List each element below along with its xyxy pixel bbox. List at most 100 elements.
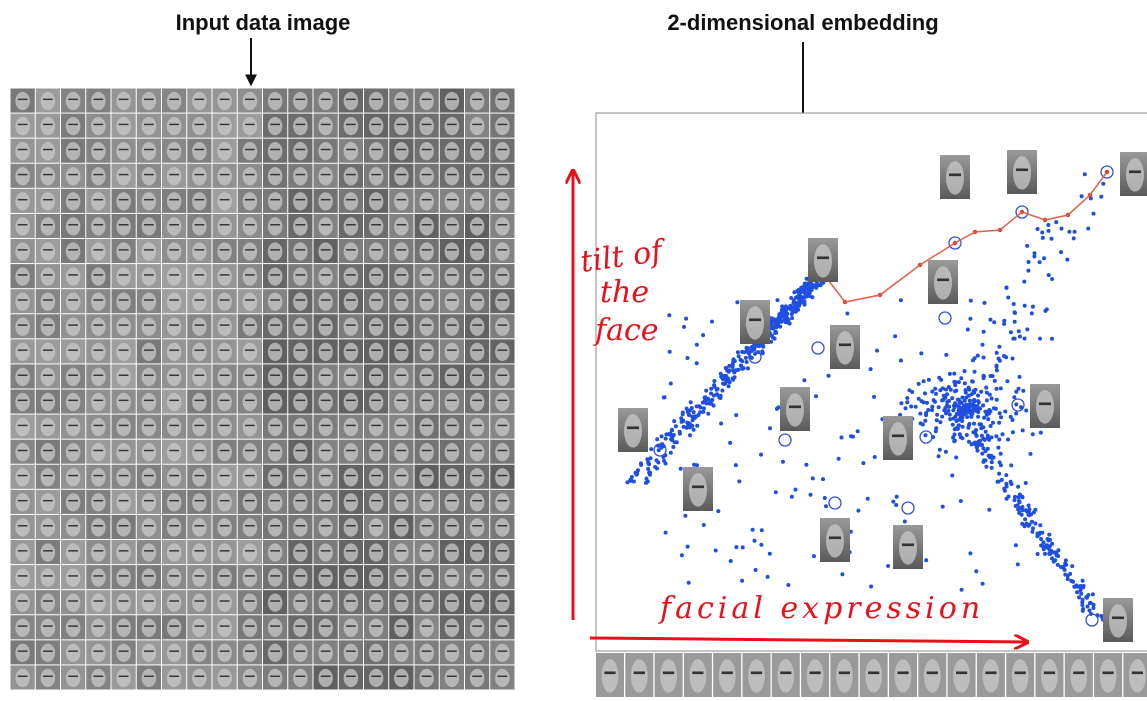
eyes [296, 299, 306, 300]
face [394, 117, 409, 135]
face [142, 192, 157, 210]
face [624, 414, 642, 447]
point [797, 304, 801, 308]
point [702, 406, 706, 410]
eyes [245, 575, 255, 576]
point [1011, 430, 1015, 434]
face [91, 644, 106, 662]
eyes [220, 349, 230, 350]
eyes [296, 375, 306, 376]
point [655, 467, 659, 471]
face [1070, 659, 1087, 692]
face [445, 669, 460, 687]
point [770, 334, 774, 338]
face [91, 669, 106, 687]
face [495, 568, 510, 586]
eyes [18, 600, 28, 601]
eyes [397, 425, 407, 426]
face [15, 343, 30, 361]
eyes [195, 249, 205, 250]
eyes [397, 174, 407, 175]
point [716, 387, 720, 391]
eyes [43, 199, 53, 200]
face [217, 518, 232, 536]
face [192, 217, 207, 235]
eyes [195, 500, 205, 501]
figure: Input data image 2-dimensional embedding… [0, 0, 1147, 701]
point [997, 345, 1001, 349]
face [142, 242, 157, 260]
point [780, 313, 784, 317]
face [344, 368, 359, 386]
face [243, 493, 258, 511]
point [664, 432, 668, 436]
face [192, 568, 207, 586]
point [664, 462, 668, 466]
point [727, 384, 731, 388]
face [217, 368, 232, 386]
face [15, 92, 30, 110]
point [933, 387, 937, 391]
eyes [498, 425, 508, 426]
point [904, 406, 908, 410]
eyes [1132, 671, 1143, 674]
point [815, 283, 819, 287]
point [692, 410, 696, 414]
point [704, 389, 708, 393]
eyes [447, 550, 457, 551]
point [976, 399, 980, 403]
eyes [68, 475, 78, 476]
eyes [371, 525, 381, 526]
eyes [18, 99, 28, 100]
point [735, 300, 739, 304]
eyes [498, 149, 508, 150]
point [923, 391, 927, 395]
face [419, 543, 434, 561]
eyes [371, 299, 381, 300]
eyes [119, 299, 129, 300]
face [293, 142, 308, 160]
face [268, 568, 283, 586]
face [167, 543, 182, 561]
eyes [68, 400, 78, 401]
face [167, 117, 182, 135]
eyes [1039, 402, 1051, 405]
face [41, 142, 56, 160]
point [923, 419, 927, 423]
face [293, 293, 308, 311]
point [926, 408, 930, 412]
point [679, 416, 683, 420]
point [1075, 590, 1079, 594]
face [495, 619, 510, 637]
eyes [472, 324, 482, 325]
face [142, 167, 157, 185]
eyes [245, 600, 255, 601]
face [470, 669, 485, 687]
point [976, 415, 980, 419]
eyes [447, 525, 457, 526]
face [116, 619, 131, 637]
eyes [169, 249, 179, 250]
point [1059, 250, 1063, 254]
eyes [220, 99, 230, 100]
eyes [18, 274, 28, 275]
eyes [472, 600, 482, 601]
point [1024, 409, 1028, 413]
point [934, 392, 938, 396]
point [686, 410, 690, 414]
eyes [195, 650, 205, 651]
point [1031, 432, 1035, 436]
point [655, 437, 659, 441]
face [192, 543, 207, 561]
point [978, 422, 982, 426]
point [740, 579, 744, 583]
eyes [169, 400, 179, 401]
eyes [195, 324, 205, 325]
face [293, 568, 308, 586]
point [753, 352, 757, 356]
eyes [43, 575, 53, 576]
face [495, 343, 510, 361]
point [989, 318, 993, 322]
point [1067, 230, 1071, 234]
face [217, 267, 232, 285]
